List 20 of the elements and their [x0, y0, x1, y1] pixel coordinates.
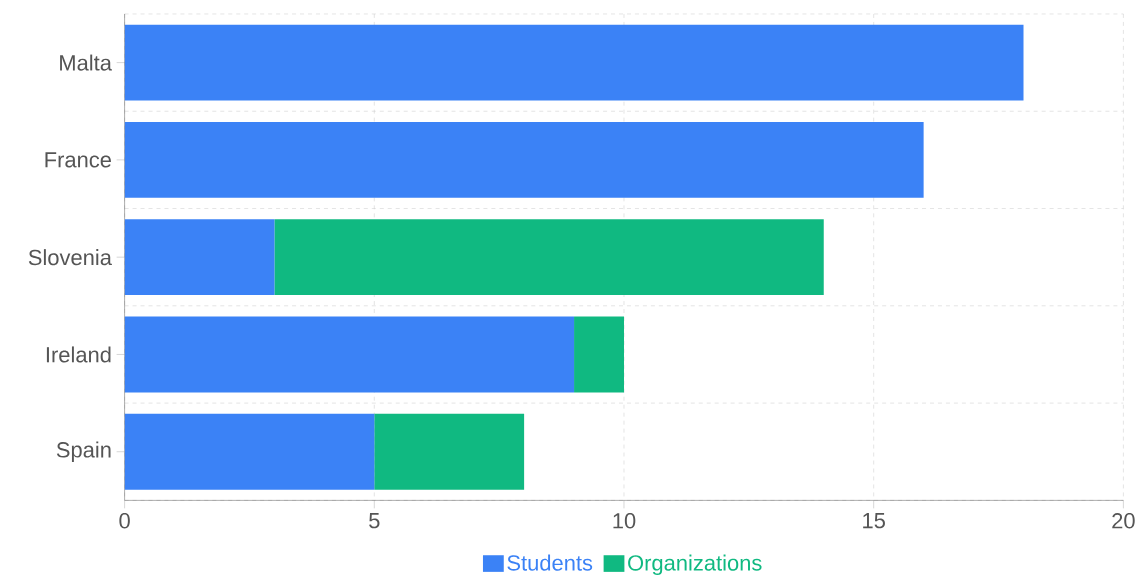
- bar: [124, 24, 1024, 101]
- x-tick-label: 20: [1112, 512, 1135, 529]
- x-tick-label: 15: [863, 513, 885, 529]
- legend-label: Students: [507, 554, 593, 571]
- bar: [124, 413, 375, 490]
- bar: [124, 316, 575, 393]
- y-tick-label: France: [45, 152, 111, 168]
- y-tick-label: Ireland: [46, 346, 111, 363]
- bar: [574, 316, 624, 393]
- x-tick-label: 10: [613, 512, 636, 529]
- y-tick-label: Malta: [60, 54, 112, 71]
- y-tick-label: Slovenia: [28, 249, 112, 266]
- y-tick-label: Spain: [56, 441, 111, 462]
- bar: [124, 121, 924, 198]
- x-tick-label: 0: [119, 512, 130, 529]
- bar: [274, 219, 824, 296]
- x-tick-label: 5: [369, 513, 380, 529]
- bar: [124, 219, 275, 296]
- bar: [374, 413, 525, 490]
- legend-label: Organizations: [628, 554, 762, 575]
